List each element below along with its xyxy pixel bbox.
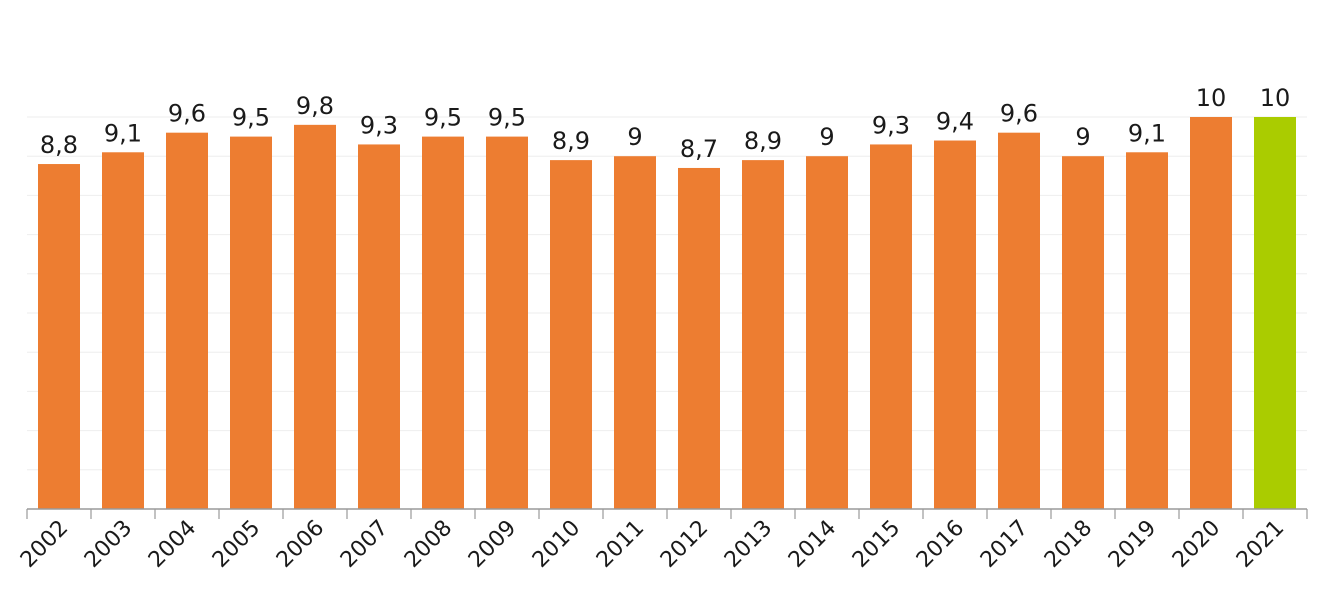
bar-2016: [934, 140, 976, 509]
x-tick-label-2008: 2008: [400, 516, 457, 573]
data-label-2009: 9,5: [488, 104, 526, 132]
bars: [38, 117, 1296, 510]
bar-2017: [998, 132, 1040, 509]
bar-2006: [294, 124, 336, 509]
data-label-2004: 9,6: [168, 100, 206, 128]
bar-2012: [678, 167, 720, 509]
data-label-2007: 9,3: [360, 111, 398, 139]
data-label-2019: 9,1: [1128, 119, 1166, 147]
data-label-2021: 10: [1260, 84, 1291, 112]
bar-2011: [614, 156, 656, 509]
data-label-2006: 9,8: [296, 92, 334, 120]
bar-2021: [1254, 117, 1296, 509]
data-label-2008: 9,5: [424, 104, 462, 132]
x-tick-label-2012: 2012: [656, 516, 713, 573]
bar-2015: [870, 144, 912, 509]
bar-2004: [166, 132, 208, 509]
data-label-2002: 8,8: [40, 131, 78, 159]
x-tick-label-2009: 2009: [464, 516, 521, 573]
bar-2020: [1190, 117, 1232, 509]
x-tick-label-2003: 2003: [80, 516, 137, 573]
x-tick-label-2011: 2011: [592, 516, 649, 573]
data-label-2005: 9,5: [232, 104, 270, 132]
bar-2005: [230, 136, 272, 509]
x-tick-label-2017: 2017: [976, 516, 1033, 573]
data-label-2014: 9: [819, 123, 834, 151]
data-label-2013: 8,9: [744, 127, 782, 155]
bar-2007: [358, 144, 400, 509]
data-label-2020: 10: [1196, 84, 1227, 112]
bar-2002: [38, 164, 80, 510]
x-axis-tick-labels: 2002 2003 2004 2005 2006 2007 2008 2009 2010 2011…: [16, 516, 1289, 573]
x-tick-label-2019: 2019: [1104, 516, 1161, 573]
bar-2008: [422, 136, 464, 509]
x-tick-label-2006: 2006: [272, 516, 329, 573]
bar-2014: [806, 156, 848, 509]
data-label-2003: 9,1: [104, 119, 142, 147]
data-label-2012: 8,7: [680, 135, 718, 163]
x-tick-label-2010: 2010: [528, 516, 585, 573]
data-label-2011: 9: [627, 123, 642, 151]
x-tick-label-2016: 2016: [912, 516, 969, 573]
bar-2009: [486, 136, 528, 509]
x-tick-label-2002: 2002: [16, 516, 73, 573]
data-labels: 8,8 9,1 9,6 9,5 9,8 9,3 9,5 9,5 8,9 9 8,7 8,9 9 9,3 9,…: [40, 84, 1290, 163]
gridlines: [27, 116, 1307, 471]
x-axis-ticks: [26, 509, 1308, 519]
x-tick-label-2004: 2004: [144, 516, 201, 573]
bar-2019: [1126, 152, 1168, 509]
x-tick-label-2014: 2014: [784, 516, 841, 573]
data-label-2016: 9,4: [936, 108, 974, 136]
x-tick-label-2020: 2020: [1168, 516, 1225, 573]
bar-2013: [742, 160, 784, 509]
x-tick-label-2007: 2007: [336, 516, 393, 573]
x-tick-label-2021: 2021: [1232, 516, 1289, 573]
bar-2018: [1062, 156, 1104, 509]
data-label-2015: 9,3: [872, 111, 910, 139]
data-label-2017: 9,6: [1000, 100, 1038, 128]
x-tick-label-2018: 2018: [1040, 516, 1097, 573]
data-label-2010: 8,9: [552, 127, 590, 155]
data-label-2018: 9: [1075, 123, 1090, 151]
x-tick-label-2005: 2005: [208, 516, 265, 573]
x-tick-label-2015: 2015: [848, 516, 905, 573]
x-tick-label-2013: 2013: [720, 516, 777, 573]
bar-2010: [550, 160, 592, 509]
bar-2003: [102, 152, 144, 509]
